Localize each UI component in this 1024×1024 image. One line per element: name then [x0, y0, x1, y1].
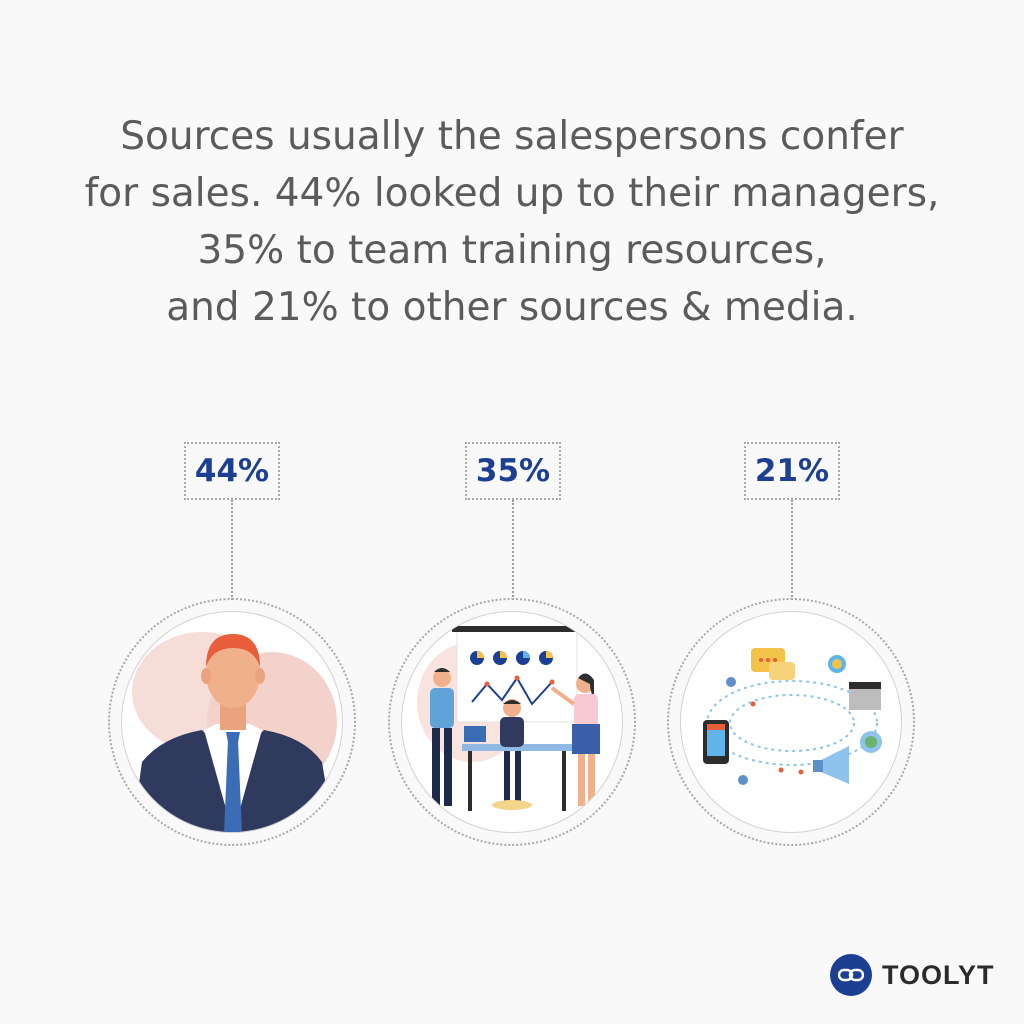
headline-line-4: and 21% to other sources & media. [166, 285, 858, 330]
stat-badge-managers: 44% [184, 442, 280, 500]
brand-name: TOOLYT [882, 959, 995, 990]
circle-inner [121, 611, 343, 833]
stat-badge-other-sources: 21% [744, 442, 840, 500]
headline: Sources usually the salespersons confer … [0, 108, 1024, 336]
manager-illustration [132, 632, 337, 832]
brand: TOOLYT [830, 954, 995, 996]
headline-line-2: for sales. 44% looked up to their manage… [84, 171, 940, 216]
stat-badge-team-training: 35% [465, 442, 561, 500]
headline-line-1: Sources usually the salespersons confer [120, 114, 904, 159]
circle-inner [680, 611, 902, 833]
link-logo-icon [830, 954, 872, 996]
team-training-illustration [417, 626, 600, 811]
circle-inner [401, 611, 623, 833]
stat-circle-other-sources [667, 598, 915, 846]
stat-circle-team-training [388, 598, 636, 846]
connector-line [231, 500, 233, 600]
connector-line [791, 500, 793, 600]
stat-circle-managers [108, 598, 356, 846]
media-sources-illustration [703, 648, 882, 785]
connector-line [512, 500, 514, 600]
headline-line-3: 35% to team training resources, [197, 228, 827, 273]
